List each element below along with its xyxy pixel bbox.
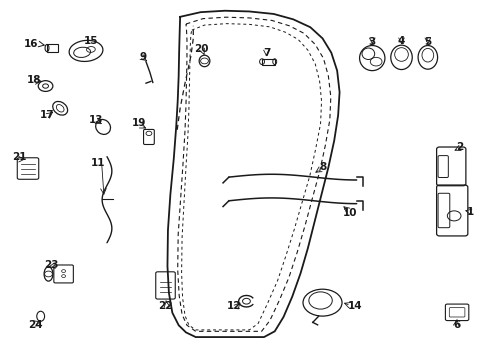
Text: 11: 11 (91, 158, 105, 168)
Text: 5: 5 (424, 37, 430, 46)
Bar (262, 59, 274, 64)
Text: 21: 21 (12, 152, 26, 162)
Text: 1: 1 (466, 207, 473, 217)
Bar (47, 44, 58, 51)
Text: 2: 2 (455, 142, 463, 152)
Text: 9: 9 (139, 52, 146, 62)
Text: 24: 24 (28, 320, 43, 330)
Text: 18: 18 (26, 75, 41, 85)
Text: 12: 12 (226, 301, 241, 311)
Text: 19: 19 (132, 118, 146, 128)
Text: 7: 7 (262, 48, 269, 58)
Text: 16: 16 (23, 39, 38, 49)
Text: 10: 10 (342, 208, 356, 218)
Text: 14: 14 (346, 301, 361, 311)
Text: 23: 23 (44, 260, 59, 270)
Text: 6: 6 (452, 320, 459, 330)
Text: 15: 15 (83, 36, 98, 46)
Text: 22: 22 (158, 301, 172, 311)
Text: 3: 3 (368, 37, 375, 46)
Text: 20: 20 (194, 44, 208, 54)
Text: 4: 4 (397, 36, 405, 46)
Text: 13: 13 (89, 115, 103, 125)
Text: 8: 8 (318, 162, 325, 172)
Text: 17: 17 (40, 110, 54, 120)
